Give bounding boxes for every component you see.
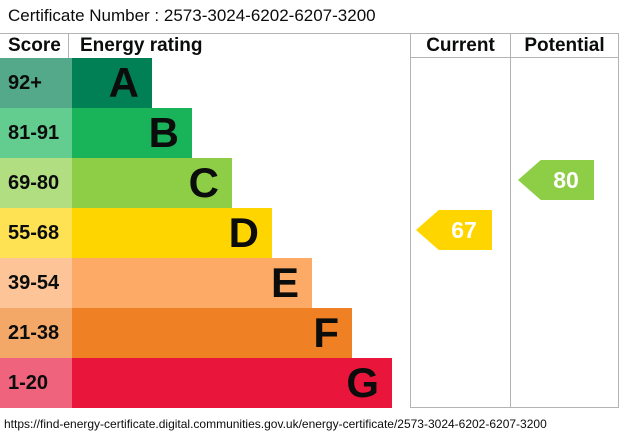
- column-header-energy-rating: Energy rating: [80, 35, 203, 56]
- band-bar-letter: C: [72, 158, 232, 208]
- column-header-score: Score: [8, 35, 61, 56]
- rating-bands: 92+ A 81-91 B 69-80 C 55-68 D 39-54 E 21-38 F 1-20 G: [0, 58, 410, 408]
- rating-band-b: 81-91 B: [0, 108, 410, 158]
- rating-band-f: 21-38 F: [0, 308, 410, 358]
- band-score-range: 92+: [0, 58, 72, 108]
- potential-rating-arrow: 80: [518, 160, 594, 200]
- table-bottom-border: [410, 407, 619, 408]
- rating-band-d: 55-68 D: [0, 208, 410, 258]
- band-score-range: 81-91: [0, 108, 72, 158]
- band-score-range: 21-38: [0, 308, 72, 358]
- rating-band-a: 92+ A: [0, 58, 410, 108]
- potential-rating-value: 80: [553, 166, 579, 193]
- potential-column-divider: [510, 33, 511, 408]
- band-bar-letter: G: [72, 358, 392, 408]
- band-bar-letter: E: [72, 258, 312, 308]
- band-score-range: 55-68: [0, 208, 72, 258]
- column-header-current: Current: [426, 35, 495, 56]
- column-header-potential: Potential: [524, 35, 605, 56]
- band-bar-letter: D: [72, 208, 272, 258]
- band-bar-letter: A: [72, 58, 152, 108]
- band-score-range: 1-20: [0, 358, 72, 408]
- current-rating-value: 67: [451, 216, 477, 243]
- certificate-number: Certificate Number : 2573-3024-6202-6207…: [8, 6, 376, 25]
- current-column-divider: [410, 33, 411, 408]
- score-column-divider: [68, 33, 69, 58]
- band-bar-letter: F: [72, 308, 352, 358]
- rating-band-e: 39-54 E: [0, 258, 410, 308]
- band-score-range: 39-54: [0, 258, 72, 308]
- current-rating-arrow: 67: [416, 210, 492, 250]
- table-top-border: [0, 33, 619, 34]
- header-underline: [410, 57, 619, 58]
- band-score-range: 69-80: [0, 158, 72, 208]
- table-right-border: [618, 33, 619, 408]
- rating-band-g: 1-20 G: [0, 358, 410, 408]
- band-bar-letter: B: [72, 108, 192, 158]
- rating-band-c: 69-80 C: [0, 158, 410, 208]
- certificate-url: https://find-energy-certificate.digital.…: [4, 417, 547, 431]
